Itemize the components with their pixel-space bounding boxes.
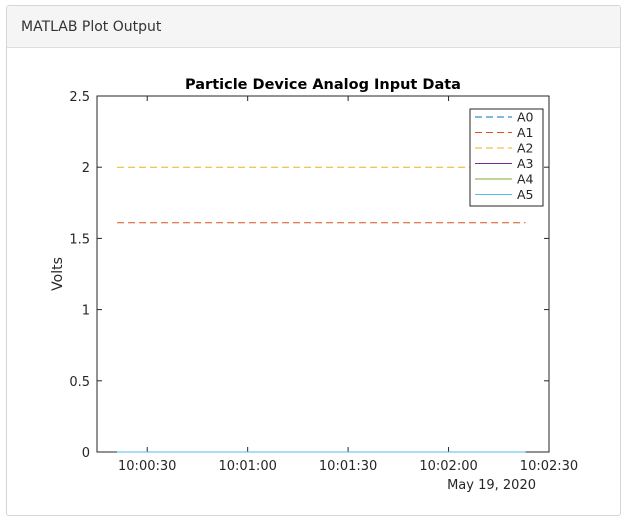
x-tick-label: 10:01:00 <box>218 459 276 474</box>
legend-label-a3: A3 <box>517 156 534 171</box>
legend-label-a5: A5 <box>517 187 534 202</box>
legend-label-a0: A0 <box>517 110 534 125</box>
legend-label-a2: A2 <box>517 141 534 156</box>
panel-title: MATLAB Plot Output <box>21 18 162 35</box>
y-tick-label: 1 <box>82 304 90 319</box>
y-tick-label: 0 <box>82 446 90 461</box>
x-date-label: May 19, 2020 <box>447 478 536 493</box>
panel-header: MATLAB Plot Output <box>7 6 620 48</box>
chart-title: Particle Device Analog Input Data <box>185 77 461 93</box>
x-tick-label: 10:00:30 <box>118 459 176 474</box>
y-tick-label: 0.5 <box>69 375 90 390</box>
y-tick-label: 2 <box>82 161 90 176</box>
x-tick-label: 10:01:30 <box>319 459 377 474</box>
legend-label-a1: A1 <box>517 125 534 140</box>
x-tick-label: 10:02:00 <box>419 459 477 474</box>
y-tick-label: 2.5 <box>69 90 90 105</box>
x-tick-label: 10:02:30 <box>520 459 578 474</box>
y-tick-label: 1.5 <box>69 232 90 247</box>
legend-box <box>469 108 544 207</box>
y-axis-label: Volts <box>50 257 66 291</box>
legend-label-a4: A4 <box>517 172 534 187</box>
